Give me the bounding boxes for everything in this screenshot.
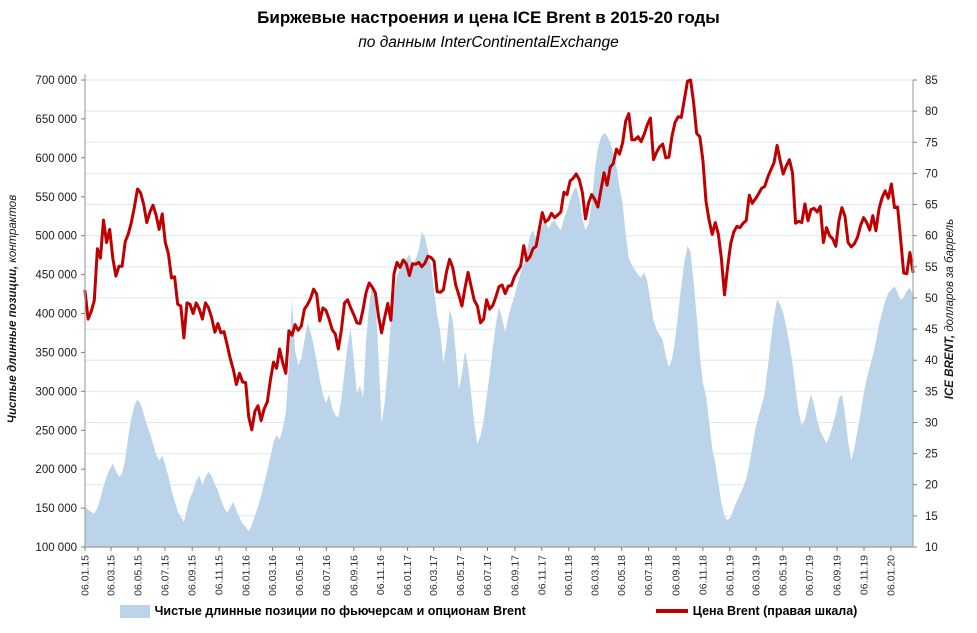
right-axis-tick-label: 70 [925, 168, 938, 180]
left-axis-tick-label: 400 000 [35, 309, 77, 321]
right-axis-tick-label: 85 [925, 75, 938, 87]
left-axis-tick-label: 450 000 [35, 270, 77, 282]
x-axis-tick-label: 06.01.16 [241, 555, 253, 596]
x-axis-tick-label: 06.09.16 [348, 555, 360, 596]
left-axis-tick-label: 150 000 [35, 503, 77, 515]
x-axis-tick-label: 06.09.17 [509, 555, 521, 596]
x-axis-tick-label: 06.01.19 [724, 555, 736, 596]
x-axis-tick-label: 06.11.18 [697, 555, 709, 595]
right-axis-tick-label: 45 [925, 324, 938, 336]
right-axis-tick-label: 75 [925, 137, 938, 149]
legend: Чистые длинные позиции по фьючерсам и оп… [0, 604, 977, 618]
page-subtitle: по данным InterContinentalExchange [358, 34, 619, 51]
area-swatch-icon [119, 604, 150, 618]
right-axis-tick-label: 80 [925, 106, 938, 118]
x-axis-tick-label: 06.03.16 [267, 555, 279, 596]
legend-item-price: Цена Brent (правая шкала) [655, 604, 858, 618]
x-axis-tick-label: 06.11.17 [536, 555, 548, 595]
right-axis-tick-label: 15 [925, 511, 938, 523]
legend-label-positions: Чистые длинные позиции по фьючерсам и оп… [154, 604, 526, 618]
left-axis-tick-label: 300 000 [35, 386, 77, 398]
left-axis-tick-label: 600 000 [35, 153, 77, 165]
legend-item-positions: Чистые длинные позиции по фьючерсам и оп… [119, 604, 526, 618]
net-long-area-series [85, 132, 913, 547]
x-axis-tick-label: 06.05.15 [133, 555, 145, 596]
x-axis-tick-label: 06.09.15 [187, 555, 199, 596]
x-axis-tick-label: 06.07.18 [643, 555, 655, 596]
x-axis-tick-label: 06.01.18 [563, 555, 575, 596]
x-axis-tick-label: 06.11.19 [859, 555, 871, 595]
x-axis-tick-label: 06.11.16 [375, 555, 387, 595]
x-axis-tick-label: 06.07.16 [321, 555, 333, 596]
x-axis-tick-label: 06.01.17 [402, 555, 414, 596]
right-axis-tick-label: 10 [925, 542, 938, 554]
left-axis-tick-label: 650 000 [35, 114, 77, 126]
right-axis-tick-label: 60 [925, 231, 938, 243]
right-axis-tick-label: 35 [925, 386, 938, 398]
x-axis-tick-label: 06.05.17 [455, 555, 467, 596]
x-axis-tick-label: 06.03.15 [106, 555, 118, 596]
line-swatch-icon [655, 609, 688, 613]
x-axis-tick-label: 06.07.19 [804, 555, 816, 596]
left-axis-tick-label: 250 000 [35, 425, 77, 437]
brent-price-line-series [83, 78, 915, 432]
x-axis-tick-label: 06.05.18 [616, 555, 628, 596]
right-axis-tick-label: 25 [925, 449, 938, 461]
legend-label-price: Цена Brent (правая шкала) [692, 604, 858, 618]
right-axis-tick-label: 50 [925, 293, 938, 305]
x-axis-tick-label: 06.03.19 [750, 555, 762, 596]
left-axis-tick-label: 200 000 [35, 464, 77, 476]
right-axis-tick-label: 55 [925, 262, 938, 274]
left-axis-tick-label: 350 000 [35, 347, 77, 359]
x-axis-tick-label: 06.09.18 [671, 555, 683, 596]
x-axis-tick-label: 06.07.17 [482, 555, 494, 596]
x-axis-tick-label: 06.05.19 [777, 555, 789, 596]
right-axis-tick-label: 40 [925, 355, 938, 367]
right-axis-tick-label: 20 [925, 480, 938, 492]
x-axis-tick-label: 06.11.15 [214, 555, 226, 595]
left-axis-tick-label: 550 000 [35, 192, 77, 204]
left-axis-tick-label: 100 000 [35, 542, 77, 554]
plot-area: 10 15 20 25 30 35 40 45 50 55 60 65 70 75 80 85 06.01.15… [35, 74, 938, 596]
x-axis-tick-label: 06.09.19 [832, 555, 844, 596]
x-axis-tick-label: 06.07.15 [159, 555, 171, 596]
left-axis-tick-label: 700 000 [35, 75, 77, 87]
x-axis-tick-label: 06.03.17 [428, 555, 440, 596]
right-axis-tick-label: 30 [925, 418, 938, 430]
left-axis-tick-label: 500 000 [35, 231, 77, 243]
x-axis-tick-label: 06.01.15 [80, 555, 92, 596]
x-axis-tick-label: 06.03.18 [589, 555, 601, 596]
x-axis-tick-label: 06.01.20 [885, 555, 897, 596]
x-axis-tick-label: 06.05.16 [294, 555, 306, 596]
right-axis-tick-label: 65 [925, 200, 938, 212]
page-title: Биржевые настроения и цена ICE Brent в 2… [257, 8, 720, 27]
